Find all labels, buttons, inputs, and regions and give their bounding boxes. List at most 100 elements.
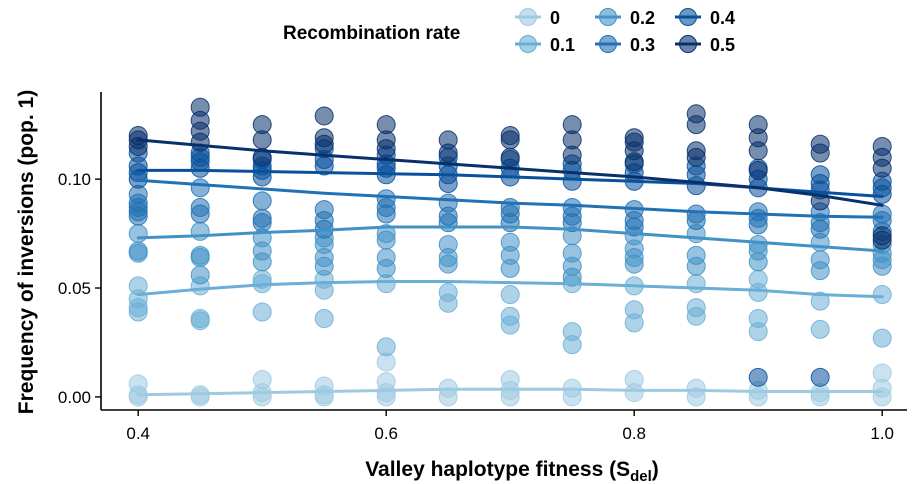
data-point bbox=[438, 293, 458, 313]
data-point bbox=[128, 206, 148, 226]
legend-key-dot bbox=[519, 35, 537, 53]
data-point bbox=[190, 265, 210, 285]
data-point bbox=[500, 213, 520, 233]
data-point bbox=[748, 282, 768, 302]
data-point bbox=[500, 315, 520, 335]
legend-label: 0.1 bbox=[550, 35, 575, 55]
data-point bbox=[128, 387, 148, 407]
x-tick-label: 0.8 bbox=[622, 424, 646, 443]
data-point bbox=[190, 311, 210, 331]
legend-key-dot bbox=[599, 35, 617, 53]
data-point bbox=[376, 258, 396, 278]
data-point bbox=[686, 274, 706, 294]
data-point bbox=[252, 191, 272, 211]
x-axis-title: Valley haplotype fitness (Sdel) bbox=[365, 458, 659, 484]
data-point bbox=[376, 230, 396, 250]
data-point bbox=[376, 204, 396, 224]
plot-area bbox=[128, 97, 892, 407]
data-point bbox=[624, 313, 644, 333]
x-tick-label: 0.6 bbox=[374, 424, 398, 443]
data-point bbox=[686, 387, 706, 407]
data-point bbox=[872, 158, 892, 178]
trend-line bbox=[136, 280, 884, 299]
data-point bbox=[686, 147, 706, 167]
data-point bbox=[562, 267, 582, 287]
data-point bbox=[624, 254, 644, 274]
legend-label: 0.5 bbox=[710, 35, 735, 55]
data-point bbox=[810, 319, 830, 339]
data-point bbox=[810, 143, 830, 163]
x-axis-title-end: ) bbox=[652, 458, 659, 481]
y-axis-title: Frequency of inversions (pop. 1) bbox=[15, 90, 38, 414]
data-point bbox=[128, 136, 148, 156]
data-point bbox=[500, 258, 520, 278]
trend-line bbox=[136, 138, 884, 207]
trend-line bbox=[136, 178, 884, 219]
data-point bbox=[190, 204, 210, 224]
data-point bbox=[438, 143, 458, 163]
data-point bbox=[686, 176, 706, 196]
trend-layer bbox=[136, 138, 884, 397]
data-point bbox=[252, 130, 272, 150]
legend-key-dot bbox=[679, 35, 697, 53]
data-point bbox=[376, 337, 396, 357]
data-point bbox=[872, 256, 892, 276]
data-point bbox=[438, 254, 458, 274]
data-point bbox=[686, 256, 706, 276]
data-point bbox=[190, 248, 210, 268]
data-point bbox=[314, 309, 334, 329]
data-point bbox=[686, 306, 706, 326]
legend: Recombination rate 0 0.2 0.4 0.1 0.3 0.5 bbox=[283, 8, 735, 55]
x-axis-title-main: Valley haplotype fitness (S bbox=[365, 458, 630, 481]
data-point bbox=[686, 211, 706, 231]
data-point bbox=[748, 367, 768, 387]
data-point bbox=[190, 178, 210, 198]
data-point bbox=[314, 256, 334, 276]
data-point bbox=[190, 221, 210, 241]
data-point bbox=[252, 213, 272, 233]
y-tick-label: 0.05 bbox=[58, 279, 91, 298]
data-point bbox=[810, 261, 830, 281]
data-point bbox=[128, 224, 148, 244]
x-axis-title-subscript: del bbox=[630, 468, 652, 484]
y-tick-label: 0.10 bbox=[58, 170, 91, 189]
data-point bbox=[686, 115, 706, 135]
legend-key-dot bbox=[679, 8, 697, 26]
data-point bbox=[624, 383, 644, 403]
data-point bbox=[562, 145, 582, 165]
data-point bbox=[500, 285, 520, 305]
data-point bbox=[190, 387, 210, 407]
data-point bbox=[872, 230, 892, 250]
data-point bbox=[562, 171, 582, 191]
data-point bbox=[500, 130, 520, 150]
data-point bbox=[128, 302, 148, 322]
legend-label: 0.2 bbox=[630, 8, 655, 28]
data-point bbox=[872, 285, 892, 305]
data-point bbox=[872, 184, 892, 204]
data-point bbox=[252, 387, 272, 407]
legend-label: 0.3 bbox=[630, 35, 655, 55]
data-point bbox=[748, 215, 768, 235]
x-tick-label: 0.4 bbox=[126, 424, 150, 443]
data-point bbox=[748, 141, 768, 161]
data-point bbox=[624, 217, 644, 237]
legend-title: Recombination rate bbox=[283, 23, 460, 44]
data-point bbox=[562, 213, 582, 233]
data-point bbox=[314, 156, 334, 176]
data-point bbox=[376, 387, 396, 407]
data-point bbox=[748, 252, 768, 272]
y-tick-label: 0.00 bbox=[58, 388, 91, 407]
legend-key-dot bbox=[599, 8, 617, 26]
data-point bbox=[624, 152, 644, 172]
data-point bbox=[872, 328, 892, 348]
data-point bbox=[252, 147, 272, 167]
data-point bbox=[314, 134, 334, 154]
trend-line bbox=[136, 225, 884, 253]
data-point bbox=[748, 322, 768, 342]
data-point bbox=[810, 367, 830, 387]
data-point bbox=[252, 252, 272, 272]
data-point bbox=[562, 335, 582, 355]
data-point bbox=[438, 213, 458, 233]
data-point bbox=[500, 147, 520, 167]
